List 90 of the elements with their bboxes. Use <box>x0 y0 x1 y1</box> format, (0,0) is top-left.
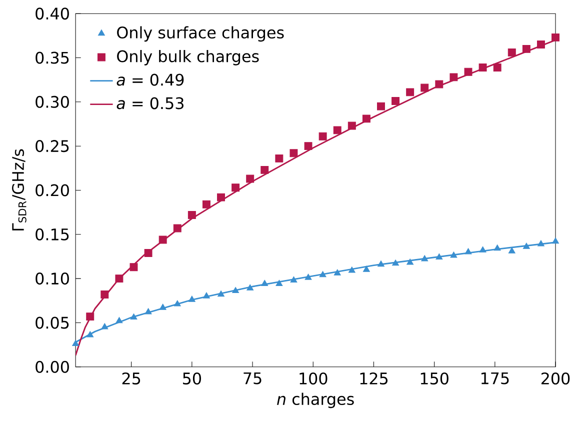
point <box>72 340 80 346</box>
x-axis-title: n charges <box>277 392 354 408</box>
point <box>333 126 342 134</box>
point <box>188 211 196 220</box>
point <box>246 174 254 183</box>
point <box>464 68 472 76</box>
point <box>436 254 443 260</box>
point <box>392 97 400 106</box>
point <box>450 252 458 258</box>
point <box>537 240 544 246</box>
point <box>479 246 486 253</box>
point <box>319 271 326 278</box>
point <box>334 270 341 276</box>
point <box>86 331 94 338</box>
legend-label: a = 0.53 <box>116 97 184 110</box>
point <box>508 247 516 254</box>
y-tick-label: 0.35 <box>36 52 69 64</box>
legend-label: Only bulk charges <box>117 50 259 66</box>
point <box>522 45 530 54</box>
x-tick-label: 75 <box>244 372 262 385</box>
y-axis-title: Γ$_{SDR}$/GHz/s <box>12 150 26 231</box>
point <box>348 122 356 130</box>
x-tick-label: 200 <box>541 372 570 385</box>
point <box>450 73 458 82</box>
point <box>100 290 109 299</box>
point <box>260 166 269 174</box>
legend-label: Only surface charges <box>117 26 284 42</box>
point <box>406 258 414 265</box>
point <box>173 224 182 232</box>
point <box>202 292 210 299</box>
y-tick-label: 0.40 <box>36 8 69 20</box>
x-tick-label: 150 <box>420 372 448 385</box>
point <box>362 114 370 123</box>
point <box>218 290 224 297</box>
point <box>232 184 240 192</box>
point <box>478 64 487 72</box>
point <box>494 244 501 251</box>
point <box>406 88 414 96</box>
point <box>144 249 152 258</box>
point <box>290 149 298 158</box>
point <box>392 260 400 266</box>
point <box>318 132 327 141</box>
point <box>158 236 167 244</box>
point <box>378 260 384 267</box>
x-tick-label: 125 <box>360 372 388 385</box>
y-tick-label: 0.30 <box>36 96 69 108</box>
point <box>290 276 298 283</box>
y-tick-label: 0.20 <box>36 184 69 196</box>
point <box>276 280 283 286</box>
y-tick-label: 0.05 <box>36 316 69 329</box>
y-tick-label: 0.25 <box>36 140 69 152</box>
point <box>115 274 124 283</box>
x-tick-label: 175 <box>481 372 509 385</box>
point <box>377 102 385 111</box>
point <box>362 266 370 272</box>
y-tick-label: 0.10 <box>36 272 69 285</box>
point <box>86 312 94 321</box>
point <box>232 287 240 294</box>
point <box>188 296 196 302</box>
point <box>159 304 166 310</box>
point <box>536 40 545 49</box>
y-tick-label: 0.00 <box>36 361 69 374</box>
point <box>202 200 210 209</box>
point <box>552 34 560 42</box>
point <box>464 248 472 254</box>
point <box>101 323 108 330</box>
point <box>522 243 530 250</box>
x-tick-label: 25 <box>122 372 140 385</box>
x-tick-label: 100 <box>300 372 328 385</box>
point <box>130 263 138 272</box>
point <box>304 274 312 280</box>
point <box>174 300 181 307</box>
point <box>435 80 444 88</box>
point <box>304 142 312 150</box>
point <box>275 154 284 163</box>
y-tick-label: 0.15 <box>36 228 69 241</box>
point <box>116 317 123 324</box>
x-tick-label: 50 <box>183 372 201 385</box>
legend-label: a = 0.49 <box>116 74 184 86</box>
point <box>493 64 502 72</box>
point <box>261 280 268 286</box>
point <box>246 284 254 291</box>
point <box>144 308 152 314</box>
point <box>348 266 356 273</box>
point <box>508 48 516 57</box>
point <box>217 194 225 202</box>
point <box>552 238 559 244</box>
point <box>130 314 138 320</box>
point <box>421 255 428 262</box>
point <box>420 84 429 92</box>
